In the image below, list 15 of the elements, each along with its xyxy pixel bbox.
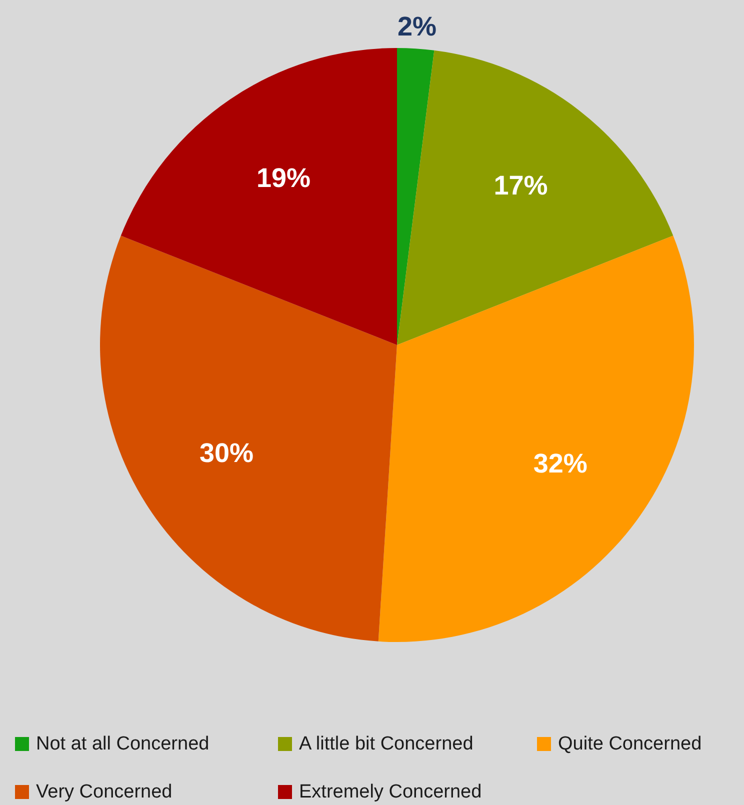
pie-slice — [100, 236, 397, 642]
pie-slice — [397, 48, 434, 345]
pie-slice — [378, 236, 694, 642]
data-label: 17% — [494, 170, 548, 200]
pie-slice — [120, 48, 397, 345]
data-label: 30% — [199, 438, 254, 468]
data-label: 19% — [256, 162, 311, 193]
legend-label: A little bit Concerned — [299, 734, 474, 754]
legend-label: Very Concerned — [36, 782, 172, 802]
legend-label: Quite Concerned — [558, 734, 702, 754]
data-label: 2% — [398, 12, 437, 42]
data-label: 32% — [533, 448, 588, 479]
legend-label: Not at all Concerned — [36, 734, 210, 754]
pie-slice — [397, 50, 674, 345]
legend-label: Extremely Concerned — [299, 782, 482, 802]
